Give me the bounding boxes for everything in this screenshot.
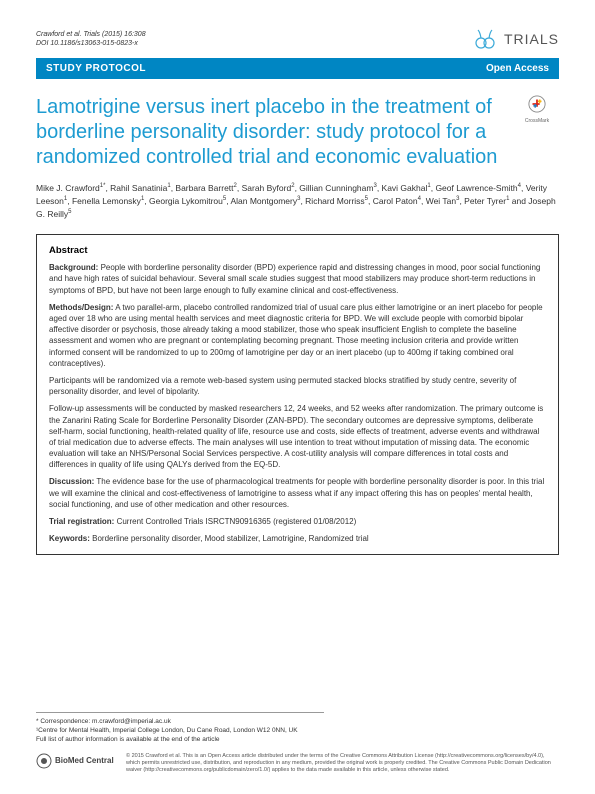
registration-label: Trial registration: bbox=[49, 517, 114, 526]
trials-logo-icon bbox=[472, 28, 500, 50]
corr-fulllist: Full list of author information is avail… bbox=[36, 735, 324, 744]
open-access-label: Open Access bbox=[486, 63, 549, 74]
journal-logo: TRIALS bbox=[472, 28, 559, 50]
article-type-banner: STUDY PROTOCOL Open Access bbox=[36, 58, 559, 79]
header-row: Crawford et al. Trials (2015) 16:308 DOI… bbox=[36, 28, 559, 50]
keywords-label: Keywords: bbox=[49, 534, 90, 543]
methods-text: A two parallel-arm, placebo controlled r… bbox=[49, 303, 543, 368]
abstract-box: Abstract Background: People with borderl… bbox=[36, 234, 559, 555]
abstract-keywords: Keywords: Borderline personality disorde… bbox=[49, 533, 546, 544]
authors-list: Mike J. Crawford1*, Rahil Sanatinia1, Ba… bbox=[36, 182, 559, 220]
correspondence-block: * Correspondence: m.crawford@imperial.ac… bbox=[36, 712, 324, 744]
background-text: People with borderline personality disor… bbox=[49, 263, 540, 294]
abstract-registration: Trial registration: Current Controlled T… bbox=[49, 516, 546, 527]
registration-text: Current Controlled Trials ISRCTN90916365… bbox=[114, 517, 356, 526]
page-footer: * Correspondence: m.crawford@imperial.ac… bbox=[36, 712, 559, 774]
crossmark-badge[interactable]: CrossMark bbox=[515, 95, 559, 124]
biomed-central-logo: BioMed Central bbox=[36, 753, 116, 769]
journal-name: TRIALS bbox=[504, 31, 559, 47]
bmc-label: BioMed Central bbox=[55, 756, 114, 765]
abstract-heading: Abstract bbox=[49, 245, 546, 256]
abstract-methods-p3: Follow-up assessments will be conducted … bbox=[49, 403, 546, 470]
citation: Crawford et al. Trials (2015) 16:308 DOI… bbox=[36, 30, 146, 48]
citation-line1: Crawford et al. Trials (2015) 16:308 bbox=[36, 30, 146, 39]
citation-line2: DOI 10.1186/s13063-015-0823-x bbox=[36, 39, 146, 48]
abstract-methods-p2: Participants will be randomized via a re… bbox=[49, 375, 546, 397]
article-type: STUDY PROTOCOL bbox=[46, 63, 146, 74]
discussion-text: The evidence base for the use of pharmac… bbox=[49, 477, 544, 508]
abstract-background: Background: People with borderline perso… bbox=[49, 262, 546, 296]
license-text: © 2015 Crawford et al. This is an Open A… bbox=[126, 753, 559, 774]
background-label: Background: bbox=[49, 263, 98, 272]
keywords-text: Borderline personality disorder, Mood st… bbox=[90, 534, 369, 543]
abstract-methods: Methods/Design: A two parallel-arm, plac… bbox=[49, 302, 546, 369]
article-title: Lamotrigine versus inert placebo in the … bbox=[36, 95, 503, 170]
corr-affiliation: ¹Centre for Mental Health, Imperial Coll… bbox=[36, 726, 324, 735]
crossmark-label: CrossMark bbox=[515, 118, 559, 124]
abstract-discussion: Discussion: The evidence base for the us… bbox=[49, 476, 546, 510]
methods-label: Methods/Design: bbox=[49, 303, 113, 312]
discussion-label: Discussion: bbox=[49, 477, 94, 486]
crossmark-icon bbox=[528, 95, 546, 113]
bmc-icon bbox=[36, 753, 52, 769]
corr-email: * Correspondence: m.crawford@imperial.ac… bbox=[36, 717, 324, 726]
